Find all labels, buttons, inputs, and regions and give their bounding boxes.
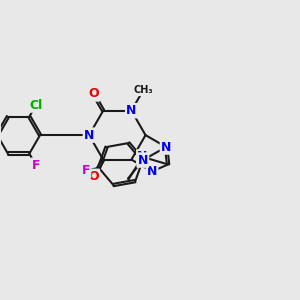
Text: N: N — [147, 165, 157, 178]
Text: CH₃: CH₃ — [134, 85, 153, 95]
Text: O: O — [88, 170, 99, 183]
Text: N: N — [137, 150, 148, 164]
Text: N: N — [84, 129, 94, 142]
Text: O: O — [88, 88, 99, 100]
Text: N: N — [161, 140, 171, 154]
Text: F: F — [82, 164, 90, 177]
Text: F: F — [32, 159, 40, 172]
Text: Cl: Cl — [29, 98, 43, 112]
Text: N: N — [126, 104, 136, 117]
Text: N: N — [138, 154, 148, 166]
